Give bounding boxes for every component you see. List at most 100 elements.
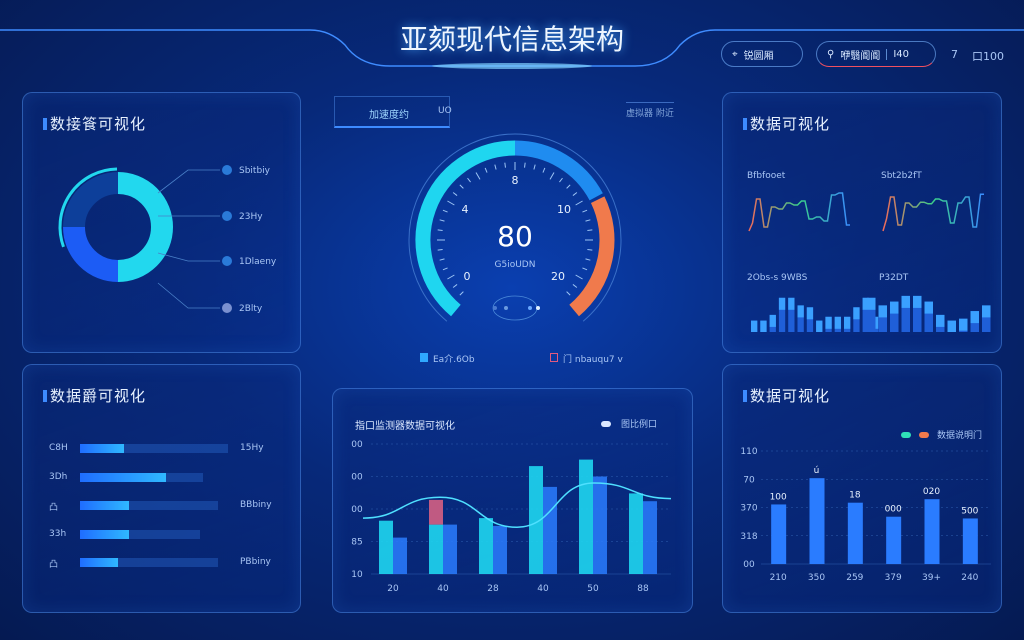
gauge-tick: [439, 258, 445, 261]
gauge-tick: [447, 274, 455, 280]
legend-connector: [157, 252, 220, 262]
panel-title: 数接篒可视化: [43, 113, 146, 134]
squiggle-line: [882, 193, 984, 232]
bar: [771, 504, 787, 564]
page-title: 亚颏现代信息架构: [399, 23, 624, 56]
gauge-tick: [467, 177, 471, 183]
mini-bar-cap: [844, 316, 851, 329]
y-tick-label: 318: [740, 532, 757, 542]
x-tick-label: 40: [437, 584, 449, 594]
donut-panel: 数接篒可视化 Sbitbiy 23Hy 1Dlaeny 2Blty: [22, 92, 301, 353]
mini-bar: [788, 297, 795, 332]
gauge-tick: [572, 192, 578, 196]
mini-bar-cap: [924, 301, 933, 314]
x-tick-label: 350: [808, 573, 825, 583]
bar: [643, 501, 657, 574]
y-tick-label: 110: [740, 447, 757, 457]
gauge-tick: [575, 200, 583, 206]
mini-bar: [982, 305, 991, 332]
bar: [579, 459, 593, 574]
indicator-dot: [504, 306, 508, 310]
gauge-tick-label: 10: [557, 203, 571, 216]
legend-label: 1Dlaeny: [239, 257, 277, 267]
chart-legend: 数据说明门: [901, 428, 982, 441]
gauge-tick: [452, 284, 458, 288]
legend-dot: [222, 165, 232, 175]
mini-bar-cap: [769, 314, 776, 327]
mini-bar-cap: [862, 297, 869, 310]
mini-bar-cap: [901, 295, 910, 308]
gauge-tick: [542, 167, 546, 173]
bar: [962, 518, 978, 564]
gauge-tick: [572, 284, 578, 288]
mini-bar: [924, 301, 933, 332]
bar-track: [80, 444, 228, 453]
data-label: 020: [923, 487, 940, 497]
mini-bar-cap: [778, 297, 786, 310]
bar-fill: [80, 472, 166, 482]
bar-label: C8H: [49, 443, 68, 453]
mini-bar: [913, 295, 922, 332]
gauge-tick: [447, 200, 455, 206]
mini-bar-cap: [788, 297, 795, 310]
gauge-arc-cyan: [415, 140, 516, 317]
legend-icon: [550, 353, 558, 362]
data-label: 500: [961, 506, 978, 516]
x-tick-label: 50: [587, 584, 599, 594]
panel-title: 数据爵可视化: [43, 385, 146, 406]
gauge-tick: [442, 267, 448, 271]
tab-other[interactable]: UO: [438, 106, 452, 116]
bar-fill: [80, 529, 129, 539]
donut-chart: Sbitbiy 23Hy 1Dlaeny 2Blty: [58, 165, 277, 314]
data-label: 100: [770, 492, 787, 502]
y-tick-label: 85: [351, 538, 362, 548]
gauge-value: 80: [497, 220, 533, 253]
donut-segment: [63, 226, 119, 282]
mini-bar: [797, 305, 804, 332]
gauge-arc-blue: [514, 140, 603, 201]
bar-track: [80, 501, 218, 510]
data-label: 18: [849, 491, 861, 501]
gauge-unit: G5ioUDN: [494, 260, 536, 270]
gauge-section: 加速度约 UO 虚拟器 附近 0 4 8 10 20 80 G5ioUDN Ea介.6O…: [330, 90, 700, 380]
bar: [379, 520, 393, 574]
mini-bar-cap: [913, 295, 922, 308]
mini-bar-cap: [816, 320, 823, 332]
gauge-tick: [582, 209, 588, 213]
mini-bar-cap: [825, 316, 832, 329]
bar: [443, 524, 457, 574]
bar: [479, 518, 493, 574]
gauge-tick: [587, 229, 593, 231]
x-tick-label: 259: [846, 573, 863, 583]
legend-label: Sbitbiy: [239, 166, 271, 176]
header-stat-1: 7: [951, 48, 958, 61]
donut-segment: [117, 172, 173, 282]
mini-bar: [853, 307, 860, 332]
bar: [886, 516, 902, 564]
gauge-tick: [452, 192, 458, 196]
bar-fill: [80, 558, 119, 567]
y-tick-label: 70: [743, 475, 755, 485]
tab-active[interactable]: 加速度约: [334, 96, 450, 128]
mini-bar-cap: [890, 301, 899, 314]
gauge-tick: [559, 177, 563, 183]
mini-bar: [901, 295, 910, 332]
data-label: ú: [814, 466, 820, 476]
gauge-tick: [582, 267, 588, 271]
bar-track: [80, 472, 203, 482]
gauge-tick: [504, 162, 506, 168]
header-button-2[interactable]: ⚲ 咿翳阍阍 I40: [816, 41, 936, 67]
bar: [629, 493, 643, 574]
gauge-tick: [484, 167, 488, 173]
x-tick-label: 88: [637, 584, 649, 594]
bar: [543, 486, 557, 574]
mini-bar-cap: [806, 307, 814, 320]
header-button-1[interactable]: ⌖ 锐圆厢: [721, 41, 803, 67]
legend-dot: [222, 303, 232, 313]
legend-dot: [222, 211, 232, 221]
gauge-tick-label: 4: [462, 203, 469, 216]
indicator-dot: [493, 306, 497, 310]
gauge-tick: [459, 291, 464, 296]
legend-label: 2Blty: [239, 304, 263, 314]
gauge-tick: [459, 184, 464, 189]
